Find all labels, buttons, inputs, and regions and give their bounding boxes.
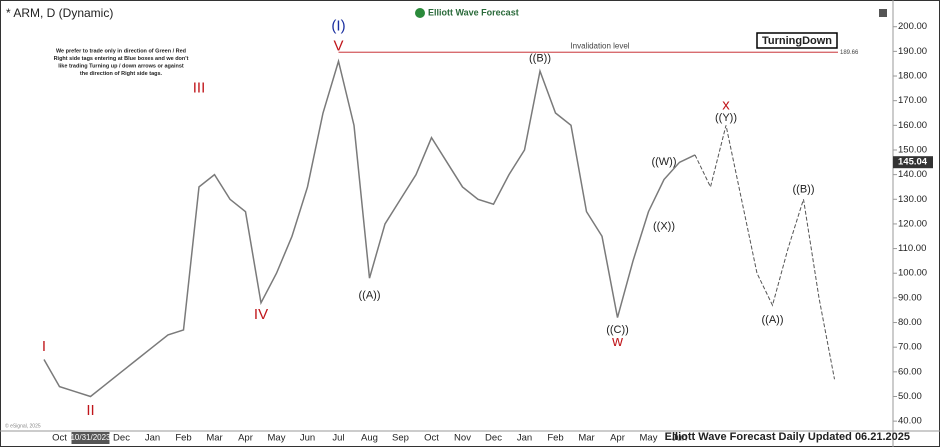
x-tick-label: Feb: [175, 433, 191, 444]
y-tick-label: 100.00: [898, 268, 927, 279]
y-tick-label: 160.00: [898, 120, 927, 131]
window-icon: [879, 9, 887, 17]
wave-label: (I): [331, 18, 345, 35]
footer: Elliott Wave Forecast Daily Updated 06.2…: [665, 431, 910, 443]
x-tick-label: Apr: [238, 433, 253, 444]
x-tick-label: Mar: [206, 433, 222, 444]
y-tick-label: 60.00: [898, 366, 922, 377]
wave-label: ((B)): [529, 53, 551, 65]
wave-label: V: [333, 37, 343, 54]
y-tick-label: 130.00: [898, 194, 927, 205]
wave-label: I: [42, 338, 46, 355]
wave-label: ((C)): [606, 324, 629, 336]
invalidation-value: 189.66: [840, 50, 859, 56]
note-line: the direction of Right side tags.: [80, 71, 163, 77]
x-tick-label: Sep: [392, 433, 409, 444]
tag: TurningDown: [762, 35, 832, 47]
wave-label: ((W)): [651, 156, 676, 168]
y-tick-label: 80.00: [898, 317, 922, 328]
last-price-box: [893, 156, 933, 169]
projection-line: [694, 125, 835, 380]
x-tick-label: Nov: [454, 433, 471, 444]
logo-icon: [415, 8, 425, 18]
wave-label: ((X)): [653, 220, 675, 232]
logo: Elliott Wave Forecast: [428, 7, 519, 17]
wave-label: ((Y)): [715, 112, 737, 124]
note-line: like trading Turning up / down arrows or…: [58, 63, 184, 69]
note-box: [46, 46, 196, 100]
x-tick-label: 10/31/2023: [70, 433, 111, 442]
x-tick-label: Jun: [672, 433, 687, 444]
note: We prefer to trade only in direction of …: [54, 48, 189, 77]
x-tick-label: May: [640, 433, 658, 444]
wave-label: x: [722, 97, 730, 114]
y-tick-label: 140.00: [898, 169, 927, 180]
copyright: © eSignal, 2025: [5, 422, 41, 429]
y-tick-label: 200.00: [898, 21, 927, 32]
wave-label: ((A)): [762, 314, 784, 326]
y-tick-label: 120.00: [898, 218, 927, 229]
x-tick-label: Apr: [610, 433, 625, 444]
y-tick-label: 40.00: [898, 416, 922, 427]
x-tick-label: Jan: [517, 433, 532, 444]
x-tick-label: Jul: [332, 433, 344, 444]
y-tick-label: 180.00: [898, 71, 927, 82]
wave-label: ((B)): [793, 183, 815, 195]
x-tick-label: Oct: [52, 433, 67, 444]
y-tick-label: 150.00: [898, 144, 927, 155]
x-tick-label: Dec: [113, 433, 130, 444]
wave-label: III: [193, 79, 206, 96]
x-tick-label: Aug: [361, 433, 378, 444]
y-tick-label: 90.00: [898, 292, 922, 303]
last-price-label: 145.04: [898, 157, 928, 168]
price-line: [43, 58, 696, 398]
x-highlight: [71, 432, 110, 444]
x-tick-label: May: [268, 433, 286, 444]
wave-label: w: [611, 333, 623, 350]
wave-label: II: [86, 402, 94, 419]
x-tick-label: Jun: [300, 433, 315, 444]
chart-title: * ARM, D (Dynamic): [6, 6, 113, 20]
y-tick-label: 50.00: [898, 391, 922, 402]
invalidation-label: Invalidation level: [570, 41, 629, 50]
note-line: Right side tags entering at Blue boxes a…: [54, 56, 189, 62]
x-tick-label: Oct: [424, 433, 439, 444]
x-tick-label: Mar: [578, 433, 594, 444]
note-line: We prefer to trade only in direction of …: [56, 48, 186, 54]
x-tick-label: Jan: [145, 433, 160, 444]
wave-label: ((A)): [359, 289, 381, 301]
y-tick-label: 110.00: [898, 243, 926, 254]
tag-box: [756, 32, 838, 49]
x-tick-label: Dec: [485, 433, 502, 444]
y-tick-label: 170.00: [898, 95, 927, 106]
y-tick-label: 70.00: [898, 342, 922, 353]
wave-label: IV: [254, 306, 268, 323]
x-tick-label: Feb: [547, 433, 563, 444]
y-tick-label: 190.00: [898, 46, 927, 57]
